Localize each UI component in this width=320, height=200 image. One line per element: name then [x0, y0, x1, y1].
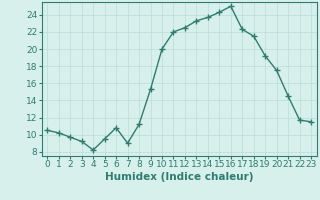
X-axis label: Humidex (Indice chaleur): Humidex (Indice chaleur) — [105, 172, 253, 182]
